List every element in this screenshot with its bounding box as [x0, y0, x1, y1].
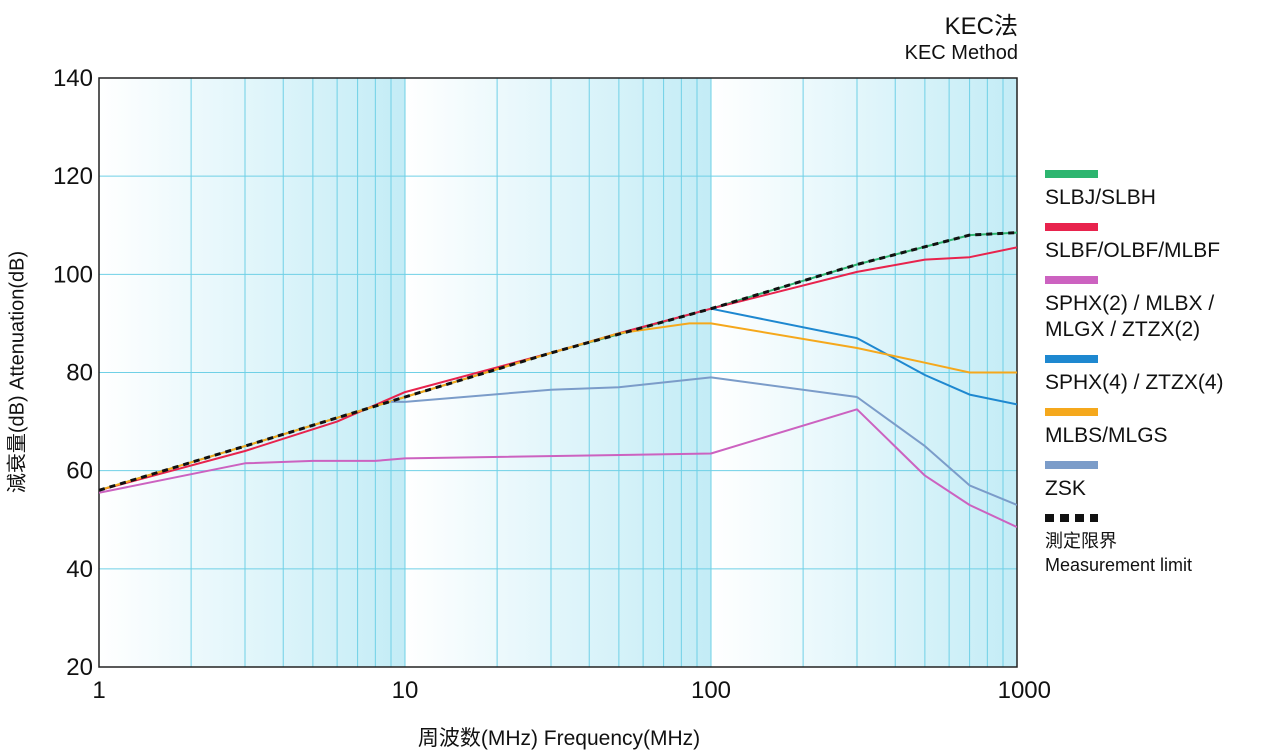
y-tick-label: 120: [53, 163, 93, 190]
legend-item: SLBF/OLBF/MLBF: [1045, 223, 1260, 264]
chart-subtitle: KEC Method: [904, 42, 1018, 64]
legend-swatch: [1045, 514, 1098, 522]
legend-label: SLBF/OLBF/MLBF: [1045, 239, 1221, 262]
legend-item: SLBJ/SLBH: [1045, 170, 1260, 211]
legend-item: ZSK: [1045, 461, 1260, 502]
legend: SLBJ/SLBH SLBF/OLBF/MLBF SPHX(2) / MLBX …: [1045, 170, 1260, 589]
x-tick-label: 1: [92, 677, 105, 704]
x-axis-label: 周波数(MHz) Frequency(MHz): [417, 727, 701, 750]
series-line: [99, 231, 1017, 492]
legend-swatch: [1045, 461, 1098, 469]
series-line: [710, 307, 1017, 406]
legend-item: MLBS/MLGS: [1045, 408, 1260, 449]
y-tick-label: 40: [66, 556, 93, 583]
x-tick-label: 10: [392, 677, 419, 704]
legend-label: SPHX(4) / ZTZX(4): [1045, 371, 1224, 394]
x-tick-label: 100: [691, 677, 731, 704]
legend-item: SPHX(4) / ZTZX(4): [1045, 355, 1260, 396]
chart-title: KEC法: [944, 13, 1018, 40]
legend-swatch: [1045, 170, 1098, 178]
y-tick-label: 20: [66, 654, 93, 681]
legend-label: ZSK: [1045, 477, 1086, 500]
legend-item: SPHX(2) / MLBX / MLGX / ZTZX(2): [1045, 276, 1260, 343]
legend-label: 測定限界 Measurement limit: [1045, 531, 1193, 575]
legend-label: SPHX(2) / MLBX / MLGX / ZTZX(2): [1045, 292, 1215, 341]
x-tick-label: 1000: [998, 677, 1051, 704]
legend-swatch: [1045, 276, 1098, 284]
legend-swatch: [1045, 355, 1098, 363]
x-tick-labels: 1 10 100 1000: [92, 677, 1051, 704]
series-line: [391, 376, 1017, 506]
y-tick-label: 80: [66, 360, 93, 387]
legend-label: MLBS/MLGS: [1045, 424, 1168, 447]
y-axis-label: 減衰量(dB) Attenuation(dB): [6, 250, 29, 494]
y-tick-label: 140: [53, 65, 93, 92]
y-tick-label: 60: [66, 458, 93, 485]
legend-swatch: [1045, 223, 1098, 231]
legend-label: SLBJ/SLBH: [1045, 186, 1156, 209]
legend-swatch: [1045, 408, 1098, 416]
series-line: [99, 408, 1017, 529]
y-tick-label: 100: [53, 261, 93, 288]
legend-item: 測定限界 Measurement limit: [1045, 514, 1260, 577]
series-lines: [99, 231, 1017, 529]
y-tick-labels: 20 40 60 80 100 120 140: [53, 65, 93, 681]
